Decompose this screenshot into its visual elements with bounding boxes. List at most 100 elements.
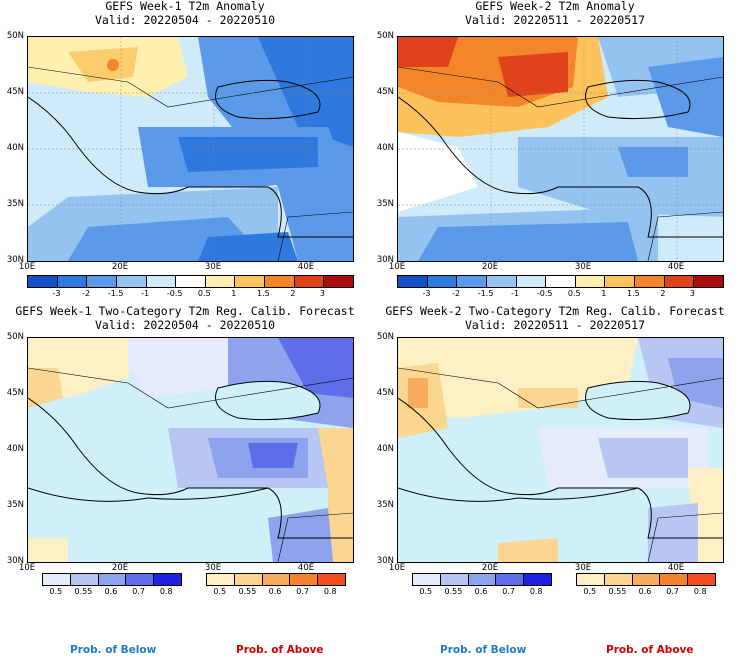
colorbar-tick-label: 2 bbox=[660, 289, 666, 298]
colorbar-tick-label: -3 bbox=[52, 289, 61, 298]
colorbar-tick-label: 0.5 bbox=[567, 289, 581, 298]
lon-label: 10E bbox=[18, 262, 36, 272]
colorbar-tick-label: 0.5 bbox=[213, 587, 227, 596]
lon-label: 30E bbox=[574, 563, 592, 573]
colorbar-tick-label: 0.8 bbox=[529, 587, 543, 596]
colorbar-swatch bbox=[323, 276, 354, 287]
colorbar-tick-label: 0.6 bbox=[474, 587, 488, 596]
prob-above-colorbar-week2 bbox=[576, 573, 716, 586]
lon-label: 40E bbox=[297, 563, 315, 573]
colorbar-swatch bbox=[495, 574, 524, 585]
colorbar-swatch bbox=[659, 574, 688, 585]
colorbar-swatch bbox=[693, 276, 724, 287]
colorbar-tick-label: 0.8 bbox=[693, 587, 707, 596]
colorbar-swatch bbox=[289, 574, 318, 585]
panel-week1-anomaly: GEFS Week-1 T2m Anomaly Valid: 20220504 … bbox=[0, 0, 370, 300]
colorbar-swatch bbox=[293, 276, 324, 287]
colorbar-swatch bbox=[56, 276, 87, 287]
colorbar-tick-label: 0.7 bbox=[502, 587, 515, 596]
colorbar-tick-label: -1.5 bbox=[477, 289, 494, 298]
colorbar-swatch bbox=[86, 276, 116, 287]
lat-label: 50N bbox=[6, 332, 24, 342]
map-week1-anomaly bbox=[27, 36, 354, 262]
lat-label: 40N bbox=[376, 444, 394, 454]
lon-label: 30E bbox=[574, 262, 592, 272]
colorbar-tick-label: 0.5 bbox=[419, 587, 433, 596]
colorbar-swatch bbox=[28, 276, 57, 287]
lon-label: 10E bbox=[388, 563, 406, 573]
lon-label: 10E bbox=[388, 262, 406, 272]
colorbar-swatch bbox=[603, 574, 632, 585]
colorbar-tick-label: -1.5 bbox=[107, 289, 124, 298]
colorbar-swatch bbox=[467, 574, 496, 585]
lat-label: 45N bbox=[376, 388, 394, 398]
panel-title: GEFS Week-1 Two-Category T2m Reg. Calib.… bbox=[15, 304, 355, 318]
panel-valid-range: Valid: 20220504 - 20220510 bbox=[94, 318, 275, 332]
colorbar-swatch bbox=[439, 574, 468, 585]
lon-label: 40E bbox=[667, 262, 685, 272]
colorbar-swatch bbox=[97, 574, 126, 585]
colorbar-swatch bbox=[69, 574, 98, 585]
map-week2-probability bbox=[397, 337, 724, 563]
colorbar-swatch bbox=[153, 574, 181, 585]
colorbar-tick-label: 1.5 bbox=[626, 289, 640, 298]
lat-label: 30N bbox=[376, 556, 394, 566]
panel-valid-range: Valid: 20220511 - 20220517 bbox=[464, 318, 645, 332]
prob-below-colorbar-week2 bbox=[412, 573, 552, 586]
colorbar-tick-label: 0.55 bbox=[444, 587, 463, 596]
colorbar-tick-label: 3 bbox=[689, 289, 695, 298]
lon-label: 20E bbox=[481, 262, 499, 272]
anomaly-field-week2 bbox=[398, 37, 723, 261]
colorbar-tick-label: 3 bbox=[319, 289, 325, 298]
colorbar-swatch bbox=[398, 276, 427, 287]
panel-title: GEFS Week-2 Two-Category T2m Reg. Calib.… bbox=[385, 304, 725, 318]
colorbar-swatch bbox=[634, 276, 664, 287]
legend-prob-above-week2: Prob. of Above bbox=[606, 644, 694, 656]
panel-week2-probability: GEFS Week-2 Two-Category T2m Reg. Calib.… bbox=[370, 305, 740, 605]
lat-label: 50N bbox=[376, 332, 394, 342]
colorbar-swatch bbox=[413, 574, 440, 585]
anomaly-colorbar-week1 bbox=[27, 275, 354, 288]
colorbar-tick-label: 0.55 bbox=[74, 587, 93, 596]
lat-label: 40N bbox=[6, 444, 24, 454]
colorbar-tick-label: -0.5 bbox=[166, 289, 183, 298]
colorbar-tick-label: 0.5 bbox=[197, 289, 211, 298]
colorbar-tick-label: 0.6 bbox=[638, 587, 652, 596]
colorbar-tick-label: 0.7 bbox=[666, 587, 679, 596]
colorbar-swatch bbox=[574, 276, 605, 287]
colorbar-tick-label: 0.8 bbox=[159, 587, 173, 596]
colorbar-swatch bbox=[485, 276, 516, 287]
prob-below-colorbar-week1 bbox=[42, 573, 182, 586]
colorbar-tick-label: 0.7 bbox=[296, 587, 309, 596]
panel-valid-range: Valid: 20220511 - 20220517 bbox=[464, 13, 645, 27]
colorbar-tick-label: -2 bbox=[82, 289, 91, 298]
colorbar-swatch bbox=[145, 276, 176, 287]
anomaly-colorbar-week2 bbox=[397, 275, 724, 288]
lon-label: 40E bbox=[667, 563, 685, 573]
lon-label: 40E bbox=[297, 262, 315, 272]
lat-label: 40N bbox=[376, 143, 394, 153]
colorbar-swatch bbox=[43, 574, 70, 585]
map-week1-probability bbox=[27, 337, 354, 563]
colorbar-swatch bbox=[115, 276, 146, 287]
lat-label: 30N bbox=[6, 255, 24, 265]
lat-label: 35N bbox=[6, 199, 24, 209]
legend-prob-above-week1: Prob. of Above bbox=[236, 644, 324, 656]
lat-label: 35N bbox=[6, 500, 24, 510]
panel-title: GEFS Week-2 T2m Anomaly bbox=[475, 0, 635, 13]
panel-valid-range: Valid: 20220504 - 20220510 bbox=[94, 13, 275, 27]
lat-label: 45N bbox=[6, 87, 24, 97]
colorbar-swatch bbox=[545, 276, 575, 287]
colorbar-swatch bbox=[687, 574, 715, 585]
colorbar-swatch bbox=[456, 276, 486, 287]
colorbar-tick-label: 1 bbox=[601, 289, 607, 298]
lat-label: 35N bbox=[376, 199, 394, 209]
lat-label: 45N bbox=[376, 87, 394, 97]
colorbar-swatch bbox=[577, 574, 604, 585]
colorbar-swatch bbox=[523, 574, 551, 585]
lon-label: 20E bbox=[111, 563, 129, 573]
lat-label: 30N bbox=[6, 556, 24, 566]
lat-label: 40N bbox=[6, 143, 24, 153]
colorbar-tick-label: 2 bbox=[290, 289, 296, 298]
colorbar-swatch bbox=[515, 276, 546, 287]
